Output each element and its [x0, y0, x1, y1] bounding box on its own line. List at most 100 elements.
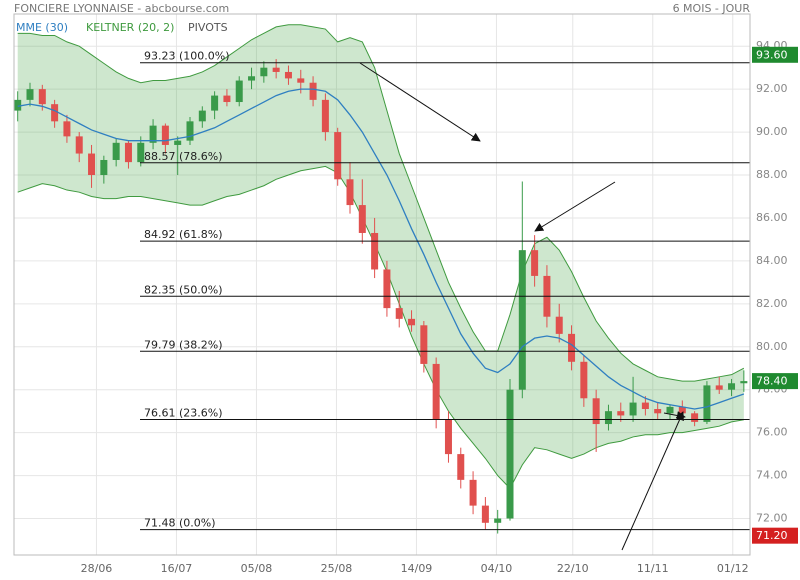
candle-body [75, 136, 83, 154]
pivot-label: 82.35 (50.0%) [144, 283, 223, 296]
candle-body [223, 95, 231, 103]
y-tick-label: 86.00 [756, 211, 788, 224]
period: 6 MOIS - JOUR [673, 2, 751, 15]
candle-body [112, 142, 120, 160]
candle-body [100, 159, 108, 176]
keltner-lower [17, 165, 744, 490]
candle-body [260, 67, 268, 77]
candle-body [297, 78, 305, 83]
x-tick-label: 25/08 [321, 562, 353, 575]
candle-body [383, 269, 391, 309]
candle-body [186, 121, 194, 141]
candle-body [481, 505, 489, 523]
y-tick-label: 88.00 [756, 168, 788, 181]
candle-body [88, 153, 96, 176]
candle-body [728, 383, 736, 390]
candle-body [346, 179, 354, 206]
candle-body [371, 232, 379, 270]
pivot-levels: 93.23 (100.0%) 88.57 (78.6%) 84.92 (61.8%)… [140, 50, 750, 531]
candle-body [124, 142, 132, 163]
candle-body [358, 205, 366, 233]
y-tick-label: 82.00 [756, 297, 788, 310]
arrow [621, 411, 684, 551]
grid [14, 14, 750, 555]
x-tick-label: 16/07 [161, 562, 193, 575]
candle-body [629, 402, 637, 416]
price-tag-label: 78.40 [756, 375, 788, 388]
candle-body [678, 406, 686, 414]
price-tag [752, 527, 798, 544]
candles [14, 59, 748, 534]
y-tick-label: 76.00 [756, 426, 788, 439]
candle-body [568, 333, 576, 362]
candle-body [26, 89, 34, 100]
pivot-label: 88.57 (78.6%) [144, 150, 223, 163]
annotations [359, 62, 686, 551]
keltner-upper [17, 24, 745, 382]
pivot-label: 93.23 (100.0%) [144, 50, 230, 63]
candle-body [63, 121, 71, 137]
arrow [663, 411, 686, 420]
candle-body [51, 104, 59, 122]
candle-body [555, 316, 563, 334]
legend-entry: PIVOTS [188, 21, 228, 34]
chart-title: FONCIERE LYONNAISE - abcbourse.com [14, 2, 229, 15]
candle-body [494, 518, 502, 523]
price-tag [752, 46, 798, 63]
candle-body [174, 140, 182, 145]
price-tag [752, 373, 798, 390]
x-tick-label: 04/10 [481, 562, 513, 575]
arrow [534, 181, 616, 232]
x-tick-label: 28/06 [81, 562, 113, 575]
pivot-label: 71.48 (0.0%) [144, 517, 216, 530]
candle-body [395, 308, 403, 319]
arrow [359, 62, 481, 142]
pivot-label: 76.61 (23.6%) [144, 407, 223, 420]
candle-body [137, 142, 145, 163]
price-tag-label: 71.20 [756, 529, 788, 542]
candle-body [272, 67, 280, 72]
candle-body [444, 419, 452, 455]
candle-body [580, 361, 588, 399]
x-tick-label: 22/10 [557, 562, 589, 575]
candle-body [604, 411, 612, 425]
candle-body [506, 389, 514, 519]
candle-body [408, 318, 416, 326]
candle-body [235, 80, 243, 103]
candle-body [641, 402, 649, 410]
candle-body [617, 411, 625, 416]
price-tag-label: 93.60 [756, 48, 788, 61]
candle-body [592, 398, 600, 425]
ema-line [17, 88, 745, 410]
legend-entry: MME (30) [16, 21, 68, 34]
y-tick-label: 84.00 [756, 254, 788, 267]
y-tick-label: 90.00 [756, 125, 788, 138]
candle-body [457, 454, 465, 480]
y-tick-label: 72.00 [756, 512, 788, 525]
candle-body [654, 409, 662, 414]
candle-body [715, 385, 723, 390]
candle-body [703, 385, 711, 422]
candle-body [432, 363, 440, 420]
candle-body [211, 95, 219, 111]
x-tick-label: 11/11 [637, 562, 669, 575]
x-tick-label: 14/09 [401, 562, 433, 575]
x-tick-label: 01/12 [717, 562, 749, 575]
candle-body [531, 250, 539, 276]
y-tick-label: 74.00 [756, 469, 788, 482]
candle-body [691, 413, 699, 422]
legend-entry: KELTNER (20, 2) [86, 21, 174, 34]
candle-body [198, 110, 206, 122]
candle-body [321, 99, 329, 133]
candle-body [469, 479, 477, 506]
candle-body [740, 381, 748, 384]
pivot-label: 84.92 (61.8%) [144, 228, 223, 241]
candle-body [420, 325, 428, 364]
candle-body [334, 132, 342, 180]
candle-body [248, 76, 256, 81]
pivot-label: 79.79 (38.2%) [144, 338, 223, 351]
y-tick-label: 80.00 [756, 340, 788, 353]
y-tick-label: 92.00 [756, 82, 788, 95]
